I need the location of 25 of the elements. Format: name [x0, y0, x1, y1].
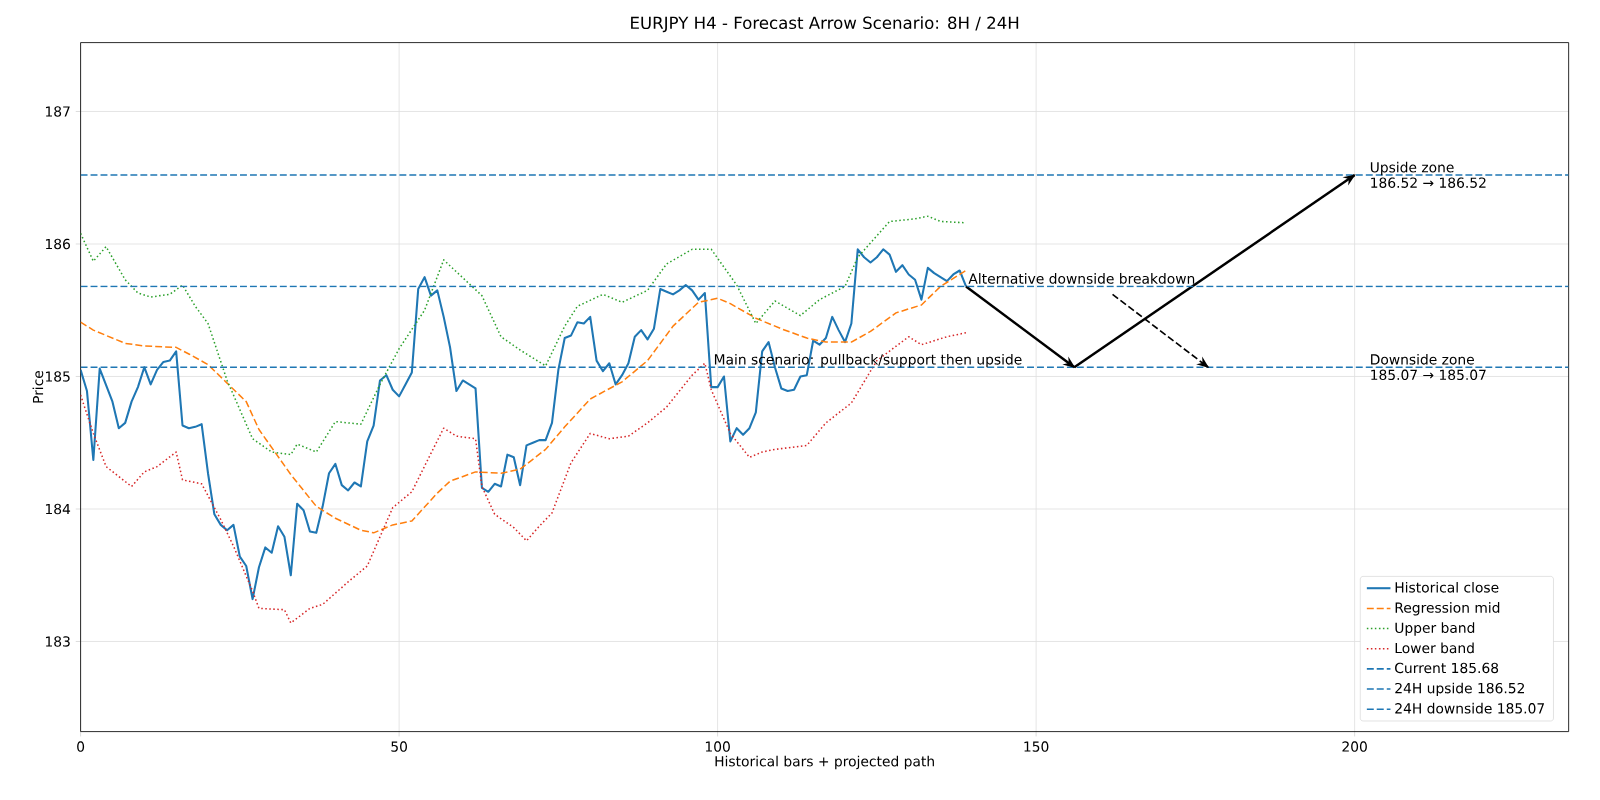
y-tick-label: 183 [45, 636, 70, 647]
legend-label: Upper band [1395, 622, 1475, 636]
y-tick-label: 185 [45, 371, 70, 382]
chart-title: EURJPY H4 - Forecast Arrow Scenario: 8H / 24H [631, 16, 1019, 33]
x-tick-label: 0 [77, 741, 85, 752]
annotation: Alternative downside breakdown [968, 273, 1195, 284]
x-tick-label: 150 [1024, 741, 1049, 752]
x-tick-label: 200 [1342, 741, 1367, 752]
legend-label: Lower band [1395, 642, 1474, 654]
annotation: 186.52 → 186.52 [1371, 177, 1486, 188]
annotation: 185.07 → 185.07 [1371, 369, 1486, 381]
x-axis-title: Historical bars + projected path [715, 755, 934, 770]
legend-label: Regression mid [1395, 602, 1500, 616]
y-tick-label: 186 [45, 238, 70, 250]
annotation: Upside zone [1370, 161, 1454, 176]
legend-label: 24H upside 186.52 [1395, 682, 1525, 697]
legend-label: Historical close [1395, 581, 1499, 593]
legend-label: 24H downside 185.07 [1395, 702, 1544, 714]
annotation: Downside zone [1371, 353, 1474, 365]
y-tick-label: 187 [45, 106, 70, 117]
y-axis-title: Price [32, 370, 44, 403]
legend-label: Current 185.68 [1395, 662, 1499, 674]
x-tick-label: 50 [391, 741, 407, 752]
y-tick-label: 184 [45, 503, 71, 515]
x-tick-label: 100 [705, 741, 730, 752]
